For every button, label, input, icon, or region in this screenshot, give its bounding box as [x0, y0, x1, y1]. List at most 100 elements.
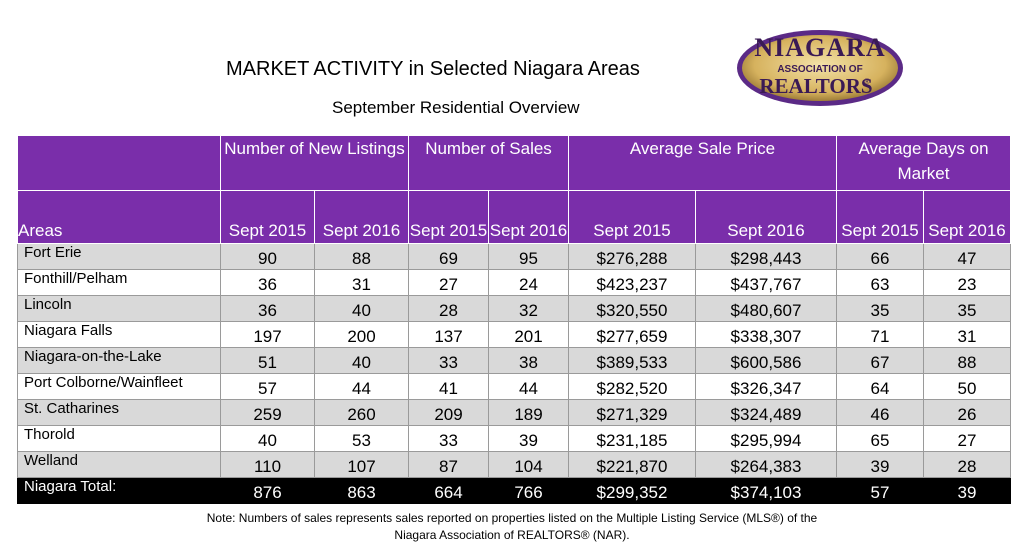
sub-header: Sept 2015 — [836, 190, 924, 244]
value-cell: 69 — [408, 243, 489, 270]
table-row: Lincoln 36 40 28 32 $320,550 $480,607 35 35 — [17, 295, 1011, 322]
value-cell: $276,288 — [568, 243, 696, 270]
value-cell: $271,329 — [568, 399, 696, 426]
table-row: Port Colborne/Wainfleet 57 44 41 44 $282,520 $… — [17, 373, 1011, 400]
header-areas: Areas — [17, 190, 221, 244]
value-cell: 201 — [488, 321, 569, 348]
value-cell: 51 — [220, 347, 315, 374]
value-cell: 26 — [923, 399, 1011, 426]
sub-header: Sept 2015 — [220, 190, 315, 244]
value-cell: 95 — [488, 243, 569, 270]
value-cell: 65 — [836, 425, 924, 452]
value-cell: 39 — [836, 451, 924, 478]
value-cell: 88 — [314, 243, 409, 270]
area-cell: Niagara-on-the-Lake — [17, 347, 221, 374]
value-cell: 107 — [314, 451, 409, 478]
value-cell: $480,607 — [695, 295, 837, 322]
area-cell: Thorold — [17, 425, 221, 452]
value-cell: 35 — [836, 295, 924, 322]
value-cell: 46 — [836, 399, 924, 426]
value-cell: 47 — [923, 243, 1011, 270]
value-cell: 53 — [314, 425, 409, 452]
value-cell: $320,550 — [568, 295, 696, 322]
value-cell: 38 — [488, 347, 569, 374]
value-cell: $600,586 — [695, 347, 837, 374]
value-cell: $437,767 — [695, 269, 837, 296]
value-cell: $423,237 — [568, 269, 696, 296]
header-number-of-sales: Number of Sales — [408, 135, 569, 191]
table-row: Fort Erie 90 88 69 95 $276,288 $298,443 66 47 — [17, 243, 1011, 270]
value-cell: 32 — [488, 295, 569, 322]
value-cell: 50 — [923, 373, 1011, 400]
value-cell: 33 — [408, 347, 489, 374]
value-cell: $374,103 — [695, 477, 837, 504]
value-cell: 41 — [408, 373, 489, 400]
logo-emblem: NIAGARA ASSOCIATION OF REALTORS ® — [737, 30, 903, 106]
value-cell: $264,383 — [695, 451, 837, 478]
value-cell: 57 — [836, 477, 924, 504]
value-cell: $326,347 — [695, 373, 837, 400]
value-cell: 664 — [408, 477, 489, 504]
group-header-row: Number of New Listings Number of Sales A… — [17, 135, 1011, 191]
value-cell: 36 — [220, 295, 315, 322]
value-cell: 189 — [488, 399, 569, 426]
value-cell: $295,994 — [695, 425, 837, 452]
value-cell: $324,489 — [695, 399, 837, 426]
sub-header: Sept 2016 — [488, 190, 569, 244]
area-cell: Niagara Total: — [17, 477, 221, 504]
value-cell: 35 — [923, 295, 1011, 322]
table-row: St. Catharines 259 260 209 189 $271,329 $324,4… — [17, 399, 1011, 426]
value-cell: 88 — [923, 347, 1011, 374]
table-row: Welland 110 107 87 104 $221,870 $264,383 39 28 — [17, 451, 1011, 478]
area-cell: Niagara Falls — [17, 321, 221, 348]
value-cell: 876 — [220, 477, 315, 504]
area-cell: Port Colborne/Wainfleet — [17, 373, 221, 400]
sub-header: Sept 2015 — [408, 190, 489, 244]
value-cell: 104 — [488, 451, 569, 478]
logo-line2: ASSOCIATION OF — [777, 64, 862, 75]
sub-header: Sept 2016 — [314, 190, 409, 244]
value-cell: 40 — [220, 425, 315, 452]
header-blank — [17, 135, 221, 191]
table-row: Fonthill/Pelham 36 31 27 24 $423,237 $437,767 6… — [17, 269, 1011, 296]
value-cell: 44 — [314, 373, 409, 400]
footnote-line2: Niagara Association of REALTORS® (NAR). — [394, 528, 630, 542]
value-cell: $221,870 — [568, 451, 696, 478]
value-cell: 27 — [923, 425, 1011, 452]
market-activity-table: Number of New Listings Number of Sales A… — [17, 135, 1011, 504]
sub-header: Sept 2015 — [568, 190, 696, 244]
value-cell: 66 — [836, 243, 924, 270]
total-row: Niagara Total: 876 863 664 766 $299,352 $374,1… — [17, 477, 1011, 504]
value-cell: 39 — [488, 425, 569, 452]
value-cell: 28 — [408, 295, 489, 322]
value-cell: 44 — [488, 373, 569, 400]
value-cell: 36 — [220, 269, 315, 296]
header-average-sale-price: Average Sale Price — [568, 135, 837, 191]
value-cell: 27 — [408, 269, 489, 296]
value-cell: 33 — [408, 425, 489, 452]
value-cell: 31 — [923, 321, 1011, 348]
area-cell: Fonthill/Pelham — [17, 269, 221, 296]
header-average-days-on-market: Average Days on Market — [836, 135, 1011, 191]
logo-line3: REALTORS — [759, 74, 872, 98]
value-cell: 71 — [836, 321, 924, 348]
value-cell: 137 — [408, 321, 489, 348]
area-cell: Fort Erie — [17, 243, 221, 270]
value-cell: 766 — [488, 477, 569, 504]
value-cell: 23 — [923, 269, 1011, 296]
sub-header-row: Areas Sept 2015 Sept 2016 Sept 2015 Sept… — [17, 190, 1011, 244]
value-cell: 110 — [220, 451, 315, 478]
value-cell: $231,185 — [568, 425, 696, 452]
value-cell: $299,352 — [568, 477, 696, 504]
footnote-line1: Note: Numbers of sales represents sales … — [206, 511, 818, 525]
value-cell: 200 — [314, 321, 409, 348]
value-cell: 863 — [314, 477, 409, 504]
value-cell: $338,307 — [695, 321, 837, 348]
value-cell: 40 — [314, 295, 409, 322]
value-cell: 260 — [314, 399, 409, 426]
sub-header: Sept 2016 — [923, 190, 1011, 244]
value-cell: $389,533 — [568, 347, 696, 374]
value-cell: $277,659 — [568, 321, 696, 348]
sub-header: Sept 2016 — [695, 190, 837, 244]
header-new-listings: Number of New Listings — [220, 135, 409, 191]
